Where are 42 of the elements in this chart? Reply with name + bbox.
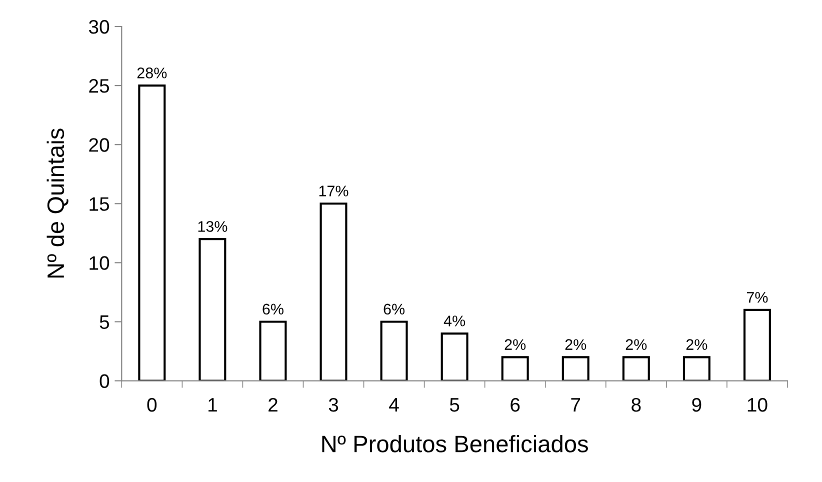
y-tick-label: 10 <box>90 256 110 270</box>
x-tick-label: 1 <box>208 398 217 412</box>
annotation: 6% <box>262 304 284 315</box>
y-tick-label: 5 <box>100 315 110 329</box>
y-tick-label: 30 <box>88 20 110 34</box>
bar <box>138 84 166 381</box>
bar <box>440 332 468 381</box>
x-tick-label: 6 <box>510 398 520 412</box>
bar <box>562 356 590 381</box>
annotation: 2% <box>504 339 526 350</box>
x-tick-label: 0 <box>147 398 157 412</box>
bar <box>380 320 408 381</box>
x-tick-label: 9 <box>692 398 702 412</box>
annotation: 6% <box>384 304 405 315</box>
y-tick-label: 20 <box>89 138 110 152</box>
annotation: 2% <box>686 339 708 350</box>
annotation: 4% <box>444 316 466 326</box>
bar <box>198 238 226 381</box>
annotation: 7% <box>746 292 768 303</box>
y-tick-label: 25 <box>89 79 110 93</box>
bar <box>501 356 529 381</box>
y-axis-title: Nº de Quintais <box>46 128 68 278</box>
x-tick-label: 5 <box>450 398 460 412</box>
x-tick-label: 8 <box>632 398 641 412</box>
x-tick-label: 4 <box>389 398 399 412</box>
x-tick-label: 7 <box>571 398 580 412</box>
annotation: 2% <box>626 339 647 350</box>
bar <box>320 202 348 381</box>
x-axis-title: Nº Produtos Beneficiados <box>322 435 588 452</box>
annotation: 17% <box>319 186 348 196</box>
bar <box>682 356 710 381</box>
x-tick-label: 3 <box>328 398 338 412</box>
x-tick-label: 2 <box>268 398 278 412</box>
y-tick-label: 15 <box>90 197 110 211</box>
annotation: 28% <box>137 68 167 78</box>
bar <box>259 320 287 381</box>
y-tick-label: 0 <box>100 374 110 388</box>
annotation: 2% <box>565 339 586 350</box>
annotation: 13% <box>198 221 228 232</box>
bar <box>622 356 650 381</box>
x-tick-label: 10 <box>748 398 768 412</box>
bar <box>743 308 771 381</box>
